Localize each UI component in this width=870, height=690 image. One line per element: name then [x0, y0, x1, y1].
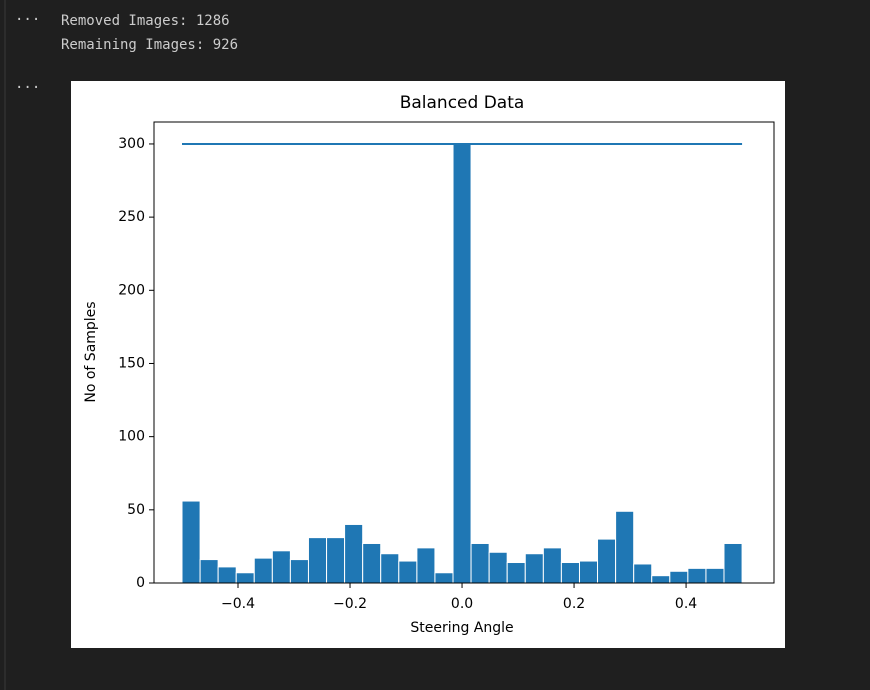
bar [470, 542, 490, 584]
bar [633, 563, 653, 584]
x-tick-label: 0.4 [675, 596, 697, 612]
x-tick-label: −0.4 [221, 596, 255, 612]
bar [289, 559, 309, 584]
bar [488, 551, 508, 584]
bar [723, 542, 743, 584]
bar [597, 538, 617, 584]
bar [398, 560, 418, 584]
bar [452, 143, 472, 584]
axes-frame [153, 121, 775, 584]
bar [434, 572, 454, 584]
y-tick-label: 100 [118, 429, 145, 445]
bar [542, 547, 562, 584]
x-tick-label: 0.2 [563, 596, 585, 612]
bar [253, 557, 273, 584]
cell-border [4, 0, 6, 690]
bar [578, 560, 599, 584]
bar [615, 510, 635, 584]
bar [416, 547, 436, 584]
bar [199, 559, 219, 584]
bar [181, 500, 201, 584]
y-tick-label: 300 [118, 136, 145, 152]
y-tick-label: 150 [118, 355, 145, 371]
output-line: Remaining Images: 926 [61, 37, 239, 53]
bar [560, 562, 580, 584]
bar [307, 537, 328, 584]
y-tick-label: 50 [127, 502, 145, 518]
x-axis-label: Steering Angle [410, 620, 513, 636]
bar [326, 537, 346, 584]
y-tick-label: 200 [118, 282, 145, 298]
output-menu[interactable]: ··· [15, 12, 41, 28]
x-tick-label: 0.0 [451, 596, 473, 612]
bar [524, 553, 544, 584]
bar [235, 572, 255, 584]
y-axis-label: No of Samples [83, 301, 99, 402]
bar [217, 566, 237, 584]
bar [687, 567, 707, 584]
y-tick-label: 0 [136, 575, 145, 591]
bar [669, 570, 689, 584]
bar [380, 553, 400, 584]
x-tick-label: −0.2 [333, 596, 367, 612]
bar [344, 523, 364, 584]
bar [705, 567, 725, 584]
y-tick-label: 250 [118, 209, 145, 225]
chart-title: Balanced Data [400, 93, 525, 113]
bar [362, 542, 382, 584]
bar [271, 550, 291, 584]
output-menu[interactable]: ··· [15, 80, 41, 96]
output-line: Removed Images: 1286 [61, 13, 230, 29]
bar [506, 562, 526, 584]
bar [651, 575, 671, 584]
